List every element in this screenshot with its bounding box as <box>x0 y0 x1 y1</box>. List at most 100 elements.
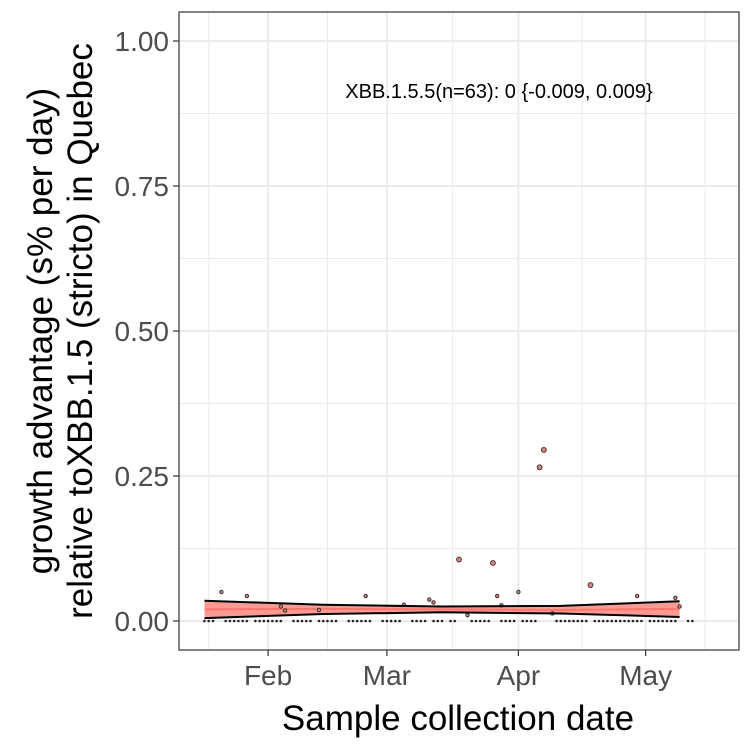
zero-count-point <box>279 619 283 623</box>
zero-count-point <box>211 619 215 623</box>
zero-count-point <box>355 619 359 623</box>
data-point <box>282 608 288 613</box>
zero-count-point <box>389 619 393 623</box>
zero-count-point <box>500 619 503 623</box>
zero-count-point <box>669 619 673 623</box>
data-point <box>363 593 368 599</box>
zero-count-point <box>440 619 444 623</box>
y-tick-label: 0.25 <box>115 461 170 492</box>
zero-count-point <box>580 619 584 623</box>
zero-count-point <box>563 619 567 623</box>
zero-count-point <box>224 619 227 623</box>
zero-count-point <box>266 619 270 623</box>
zero-count-point <box>436 619 440 623</box>
zero-count-point <box>635 619 639 623</box>
zero-count-point <box>614 619 618 623</box>
x-axis-title: Sample collection date <box>282 699 634 738</box>
fit-center-line <box>204 607 680 611</box>
zero-count-point <box>317 619 321 623</box>
zero-count-point <box>576 619 580 623</box>
zero-count-point <box>360 619 363 623</box>
data-point <box>427 597 432 602</box>
zero-count-point <box>525 619 529 623</box>
zero-count-point <box>601 619 605 623</box>
data-point <box>587 582 594 588</box>
zero-count-point <box>610 619 614 623</box>
y-axis-ticks: 0.00 0.25 0.50 0.75 1.00 <box>115 26 179 637</box>
y-tick-label: 0.75 <box>115 171 170 202</box>
zero-count-point <box>559 619 563 623</box>
zero-count-point <box>228 619 232 623</box>
zero-count-point <box>572 619 575 623</box>
data-point <box>516 589 521 595</box>
zero-count-point <box>419 619 423 623</box>
zero-count-point <box>237 619 240 623</box>
zero-count-point <box>368 619 372 623</box>
data-point <box>278 604 284 609</box>
zero-count-point <box>262 619 266 623</box>
zero-count-point <box>334 619 338 623</box>
zero-count-point <box>665 619 669 623</box>
zero-count-point <box>512 619 516 623</box>
zero-count-point <box>300 619 304 623</box>
zero-count-point <box>411 619 414 623</box>
zero-count-point <box>534 619 537 623</box>
data-point <box>219 589 224 595</box>
zero-count-point <box>661 619 664 623</box>
zero-count-point <box>364 619 367 623</box>
zero-count-point <box>398 619 401 623</box>
zero-count-point <box>597 619 601 623</box>
zero-count-point <box>309 619 312 623</box>
zero-count-point <box>232 619 236 623</box>
data-point <box>465 613 470 618</box>
zero-count-point <box>449 619 452 623</box>
zero-count-point <box>258 619 261 623</box>
zero-count-point <box>245 619 249 623</box>
zero-count-point <box>275 619 278 623</box>
zero-count-point <box>394 619 397 623</box>
zero-count-point <box>483 619 486 623</box>
data-point <box>494 593 500 599</box>
zero-count-point <box>652 619 656 623</box>
zero-count-point <box>296 619 300 623</box>
zero-count-point <box>627 619 630 623</box>
x-tick-label: May <box>619 660 672 691</box>
zero-count-point <box>351 619 355 623</box>
y-tick-label: 0.50 <box>115 316 170 347</box>
zero-count-point <box>271 619 274 623</box>
zero-count-point <box>508 619 512 623</box>
data-point <box>673 595 678 600</box>
zero-count-point <box>304 619 308 623</box>
zero-count-point <box>584 619 588 623</box>
zero-count-point <box>241 619 244 623</box>
zero-count-point <box>453 619 457 623</box>
lower-bound-line <box>204 611 680 620</box>
zero-count-point <box>254 619 257 623</box>
zero-count-point <box>474 619 478 623</box>
zero-count-point <box>330 619 334 623</box>
data-point <box>540 447 547 453</box>
zero-count-point <box>423 619 427 623</box>
zero-count-point <box>347 619 350 623</box>
zero-count-point <box>326 619 329 623</box>
zero-count-point <box>623 619 626 623</box>
fit-line-layer <box>204 599 680 620</box>
y-tick-label: 1.00 <box>115 26 170 57</box>
zero-count-point <box>640 619 643 623</box>
zero-count-point <box>415 619 418 623</box>
zero-count-point <box>487 619 490 623</box>
zero-count-point <box>529 619 533 623</box>
data-point <box>244 593 250 599</box>
zero-count-point <box>321 619 325 623</box>
data-point <box>456 556 462 563</box>
zero-count-point <box>657 619 660 623</box>
data-point <box>490 560 496 566</box>
zero-count-point <box>555 619 558 623</box>
zero-count-point <box>432 619 435 623</box>
y-axis-title-line-2: relative toXBB.1.5 (stricto) in Quebec <box>61 43 100 619</box>
y-tick-label: 0.00 <box>115 606 170 637</box>
grid-lines <box>179 12 739 650</box>
y-axis-title-line-1: growth advantage (s% per day) <box>21 88 60 574</box>
x-tick-label: Apr <box>497 660 541 691</box>
